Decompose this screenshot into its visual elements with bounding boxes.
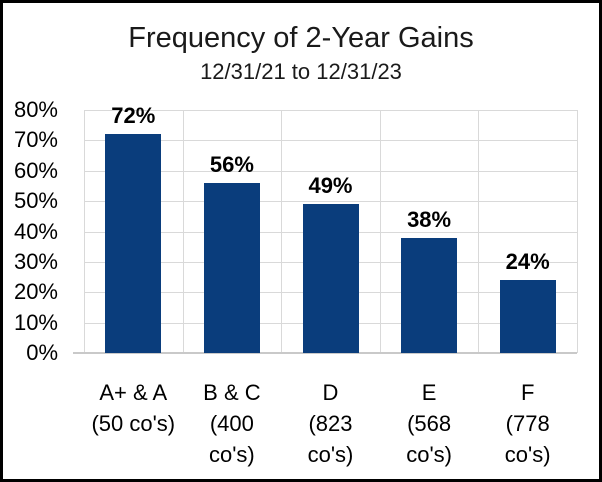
x-axis-line <box>73 352 577 354</box>
x-category-label: F (778 co's) <box>478 377 577 470</box>
x-category-label-line: (778 <box>505 411 550 436</box>
bar <box>401 237 458 353</box>
bar <box>203 182 260 353</box>
chart-subtitle: 12/31/21 to 12/31/23 <box>200 59 402 84</box>
gridline-h <box>84 170 577 172</box>
chart-title: Frequency of 2-Year Gains <box>128 22 474 54</box>
x-category-label-line: D <box>322 380 339 405</box>
bar-value-label: 72% <box>111 103 156 129</box>
bar-value-label: 49% <box>308 173 353 199</box>
y-tick-label: 0% <box>26 340 58 365</box>
y-tick-label: 70% <box>13 127 58 153</box>
x-category-label-line: B & C <box>203 380 261 405</box>
gridline-h <box>84 201 577 203</box>
bar-value-label: 38% <box>407 206 452 232</box>
gridline-v <box>478 110 480 353</box>
bar <box>105 134 162 353</box>
x-category-label: A+ & A (50 co's) <box>84 377 183 439</box>
y-tick-label: 10% <box>13 309 58 335</box>
x-category-label-line: E <box>421 380 437 405</box>
gridline-v <box>84 110 85 353</box>
gridline-v <box>379 110 381 353</box>
bar-value-label: 56% <box>209 151 254 177</box>
x-category-label-line: co's) <box>307 442 354 467</box>
gridline-v <box>281 110 283 353</box>
x-category-label-line: (400 <box>209 411 254 436</box>
bar <box>499 280 556 353</box>
y-axis: 80% 70% 60% 50% 40% 30% 20% 10% 0% <box>3 97 58 365</box>
gridline-h <box>84 140 577 142</box>
x-category-label: D (823 co's) <box>281 377 380 470</box>
x-category-label-line: A+ & A <box>99 380 168 405</box>
x-category-label: B & C (400 co's) <box>183 377 282 470</box>
x-category-label-line: (50 co's) <box>91 411 176 436</box>
x-category-label-line: F <box>520 380 535 405</box>
y-tick-label: 60% <box>13 157 58 183</box>
y-tick-label: 20% <box>13 279 58 305</box>
gridline-v <box>182 110 184 353</box>
bar-value-label: 24% <box>505 249 550 275</box>
x-category-label-line: co's) <box>209 442 255 467</box>
y-tick-label: 80% <box>13 97 58 122</box>
y-tick-label: 40% <box>13 218 58 244</box>
bar <box>302 204 359 353</box>
x-category-label-line: (823 <box>308 411 353 436</box>
gridline-v <box>577 110 578 353</box>
y-tick-label: 30% <box>13 248 58 274</box>
x-category-label-line: (568 <box>407 411 452 436</box>
x-category-label: E (568 co's) <box>380 377 479 470</box>
plot-area: 72% 56% 49% 38% 24% <box>73 103 578 354</box>
x-category-label-line: co's) <box>406 442 452 467</box>
gridline-h <box>84 110 577 111</box>
x-category-label-line: co's) <box>504 442 551 467</box>
y-tick-label: 50% <box>13 188 58 214</box>
